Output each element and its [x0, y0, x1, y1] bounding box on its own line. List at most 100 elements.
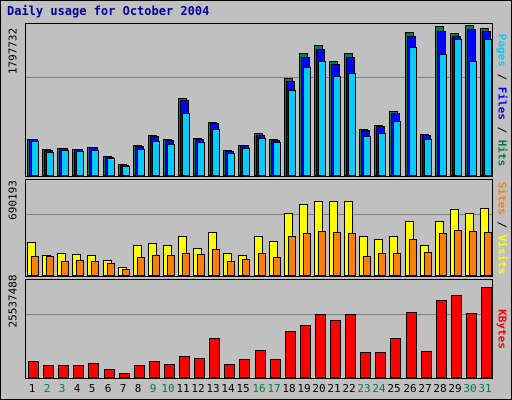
hits-panel — [25, 23, 493, 177]
kbytes-bar — [451, 295, 462, 378]
day-label: 20 — [312, 382, 326, 395]
legend-slash: / — [495, 66, 509, 87]
max-gridline — [26, 314, 492, 315]
kbytes-bar — [209, 338, 220, 378]
day-label: 12 — [191, 382, 205, 395]
visits-max-label: 690193 — [6, 180, 20, 220]
kbytes-bar — [345, 314, 356, 378]
kbytes-bar — [149, 361, 160, 378]
kbytes-bar — [360, 352, 371, 378]
kbytes-bar — [255, 350, 266, 378]
kbytes-max-label: 25537488 — [6, 274, 20, 328]
kbytes-bar — [73, 365, 84, 378]
day-label: 26 — [403, 382, 417, 395]
sites-bar — [469, 231, 477, 276]
hits-bar — [303, 67, 311, 176]
kbytes-bar — [179, 356, 190, 378]
sites-bar — [484, 232, 492, 276]
sites-bar — [61, 261, 69, 276]
day-label: 14 — [221, 382, 235, 395]
kbytes-bar — [88, 363, 99, 378]
hits-bar — [363, 136, 371, 176]
sites-bar — [212, 249, 220, 276]
day-label: 30 — [463, 382, 477, 395]
sites-bar — [31, 256, 39, 276]
day-label: 11 — [176, 382, 190, 395]
sites-bar — [378, 253, 386, 276]
x-axis-day-labels: 1 2 3 4 5 6 7 8 9 10 11 12 13 14 15 16 17 18 19 20 21 22 23 24 2… — [25, 382, 493, 396]
kbytes-bar — [481, 287, 492, 378]
max-gridline — [26, 214, 492, 215]
day-label: 9 — [149, 382, 157, 395]
kbytes-bar — [315, 314, 326, 378]
day-label: 25 — [387, 382, 401, 395]
max-gridline — [26, 77, 492, 78]
kbytes-bar — [119, 373, 130, 378]
sites-bar — [242, 259, 250, 276]
sites-bar — [76, 260, 84, 276]
day-label: 5 — [88, 382, 96, 395]
day-label: 6 — [104, 382, 112, 395]
sites-bar — [424, 252, 432, 276]
kbytes-bar — [270, 359, 281, 378]
kbytes-bar — [406, 312, 417, 378]
chart-title: Daily usage for October 2004 — [7, 4, 210, 18]
sites-bar — [91, 261, 99, 276]
hits-bar — [152, 141, 160, 176]
day-label: 27 — [418, 382, 432, 395]
day-label: 8 — [134, 382, 142, 395]
kbytes-bar — [436, 300, 447, 378]
day-label: 23 — [357, 382, 371, 395]
hits-bar — [318, 61, 326, 176]
legend-slash: / — [495, 119, 509, 140]
kbytes-bar — [421, 351, 432, 378]
hits-bar — [409, 47, 417, 176]
visits-legend: Sites / Visits — [493, 179, 511, 277]
hits-bar — [242, 148, 250, 176]
sites-bar — [363, 256, 371, 276]
sites-bar — [137, 257, 145, 276]
sites-bar — [258, 253, 266, 276]
kbytes-bar — [390, 338, 401, 378]
hits-bar — [122, 166, 130, 176]
kbytes-bar — [224, 364, 235, 378]
legend-hits: Hits — [495, 139, 509, 167]
kbytes-bar — [285, 331, 296, 378]
sites-bar — [454, 230, 462, 276]
kbytes-bar — [104, 369, 115, 378]
sites-bar — [182, 253, 190, 276]
hits-bar — [348, 73, 356, 176]
kbytes-bar — [300, 325, 311, 378]
day-label: 1 — [28, 382, 36, 395]
kbytes-bar — [43, 365, 54, 378]
day-label: 24 — [372, 382, 386, 395]
day-label: 19 — [297, 382, 311, 395]
day-label: 7 — [119, 382, 127, 395]
sites-bar — [167, 255, 175, 276]
hits-bar — [46, 152, 54, 176]
day-label: 13 — [206, 382, 220, 395]
hits-bar — [182, 113, 190, 176]
sites-bar — [152, 255, 160, 276]
legend-sites: Sites — [495, 181, 509, 215]
hits-bar — [197, 142, 205, 176]
hits-bar — [393, 121, 401, 176]
day-label: 15 — [236, 382, 250, 395]
hits-bar — [91, 150, 99, 176]
hits-bar — [137, 149, 145, 176]
day-label: 2 — [43, 382, 51, 395]
sites-bar — [46, 256, 54, 276]
hits-bar — [454, 39, 462, 176]
hits-bar — [76, 151, 84, 176]
hits-legend: Pages / Files / Hits — [493, 23, 511, 177]
hits-bar — [378, 133, 386, 176]
day-label: 28 — [433, 382, 447, 395]
hits-bar — [227, 153, 235, 176]
sites-bar — [107, 263, 115, 276]
sites-bar — [333, 232, 341, 276]
hits-bar — [258, 138, 266, 176]
day-label: 29 — [448, 382, 462, 395]
kbytes-bar — [28, 361, 39, 378]
day-label: 4 — [73, 382, 81, 395]
